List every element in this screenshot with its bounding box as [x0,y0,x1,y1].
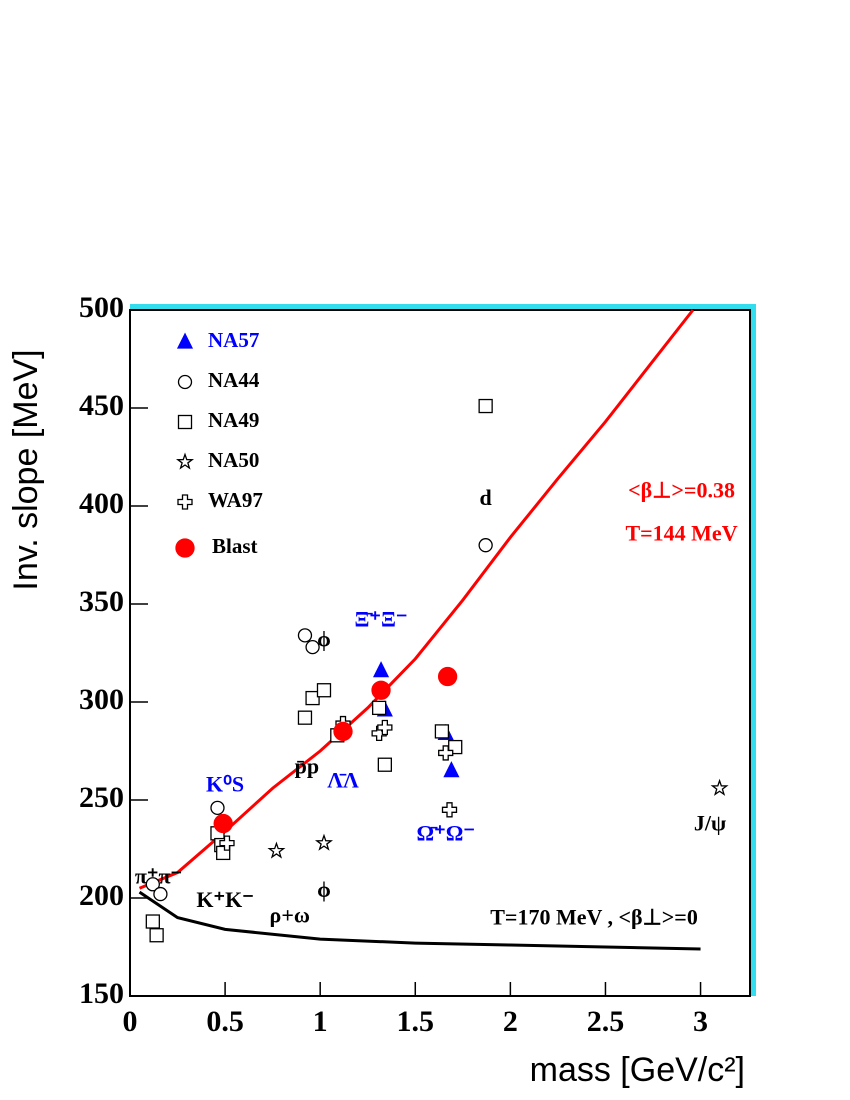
marker [710,778,729,796]
marker [149,928,164,943]
annotation: ϕ [317,626,331,651]
annotation: Ω̄⁺Ω⁻ [416,820,474,845]
legend-marker [175,538,195,558]
annotation: d [480,485,492,510]
x-tick-label: 2.5 [587,1005,625,1038]
annotation: ϕ [317,877,331,902]
frame-shadow [130,304,756,310]
x-tick-label: 1.5 [397,1005,435,1038]
frame-shadow [750,304,756,996]
marker [219,835,235,851]
legend-label: NA44 [208,368,260,392]
marker [371,725,387,742]
marker [314,833,334,851]
marker [267,841,286,859]
marker [145,877,160,892]
legend-marker [176,332,194,349]
marker [297,628,313,643]
y-tick-label: 450 [79,389,124,422]
marker [153,886,168,902]
marker [316,683,332,698]
legend-label: NA49 [208,408,259,432]
legend-marker [175,452,195,470]
annotation: Ξ̄⁺Ξ⁻ [355,607,408,632]
y-tick-label: 200 [79,879,124,912]
x-tick-label: 2 [503,1005,518,1038]
x-axis-label: mass [GeV/c²] [530,1051,745,1089]
legend-marker [177,494,193,510]
annotation: Λ̄Λ [327,767,359,792]
y-tick-label: 500 [79,291,124,324]
legend-marker [177,414,193,430]
x-tick-label: 3 [693,1005,708,1038]
annotation: <β⊥>=0.38 [628,477,735,502]
legend-label: NA50 [208,448,259,472]
y-tick-label: 150 [79,977,124,1010]
marker [371,700,387,716]
y-tick-label: 300 [79,683,124,716]
plot-frame [129,309,751,997]
legend-label: WA97 [208,488,263,512]
legend-label: NA57 [208,328,259,352]
marker [437,666,458,687]
annotation: K⁺K⁻ [196,887,253,912]
y-tick-label: 350 [79,585,124,618]
annotation: K⁰S [206,771,244,796]
marker [372,661,390,678]
marker [333,721,353,742]
annotation: T=144 MeV [625,520,737,545]
x-tick-label: 0.5 [206,1005,244,1038]
model-curve [138,309,695,890]
legend-marker [177,374,193,390]
marker [434,724,450,739]
marker [478,538,493,553]
marker [210,800,225,815]
marker [438,745,454,761]
x-tick-label: 1 [313,1005,328,1038]
marker [443,761,460,778]
annotation: T=170 MeV , <β⊥>=0 [490,905,698,930]
legend-label: Blast [212,534,258,558]
marker [377,757,392,772]
annotation: ρ+ω [270,903,310,928]
marker [377,719,393,736]
model-curve [138,890,701,951]
marker [305,639,320,655]
y-axis-label: Inv. slope [MeV] [7,349,45,590]
annotation: p̄p [295,754,319,779]
marker [305,690,320,706]
marker [145,914,160,929]
annotation: J/ψ [694,811,726,836]
marker [441,802,458,818]
x-tick-label: 0 [123,1005,138,1038]
y-tick-label: 400 [79,487,124,520]
y-tick-label: 250 [79,781,124,814]
marker [478,398,493,414]
marker [297,710,313,725]
annotation: π⁺π⁻ [135,863,182,888]
marker [213,813,233,834]
marker [371,680,391,700]
